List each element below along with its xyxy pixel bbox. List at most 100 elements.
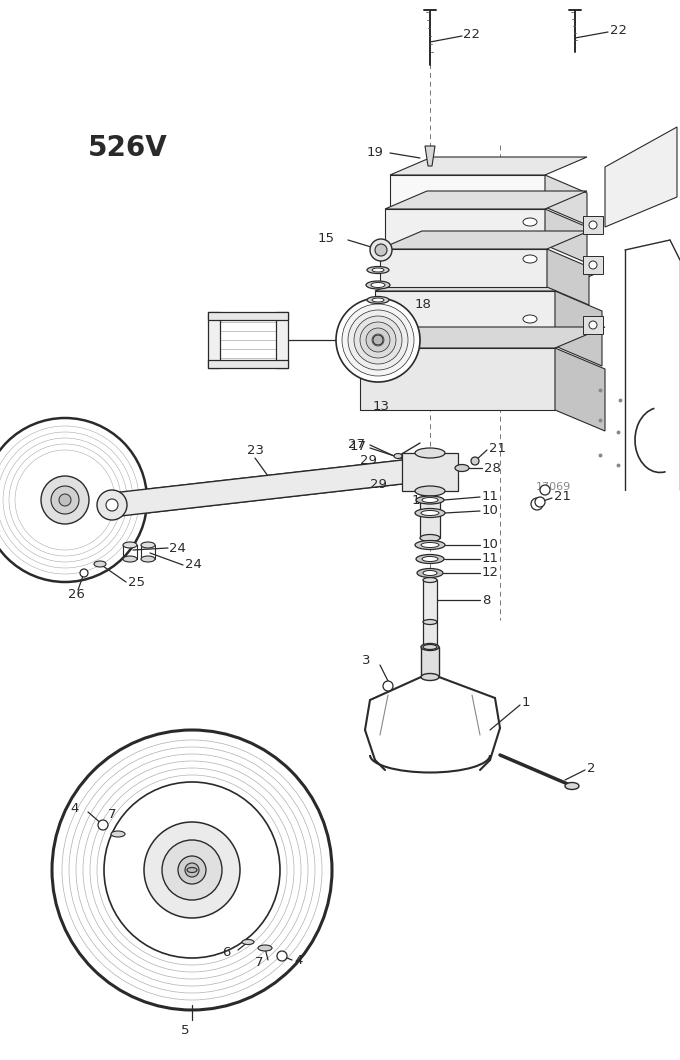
Circle shape — [104, 782, 280, 958]
Text: 10: 10 — [482, 505, 499, 517]
Polygon shape — [425, 146, 435, 166]
Text: 29: 29 — [370, 478, 387, 492]
Ellipse shape — [417, 568, 443, 578]
Ellipse shape — [523, 255, 537, 263]
Circle shape — [106, 499, 118, 511]
Ellipse shape — [258, 946, 272, 951]
Circle shape — [185, 863, 199, 877]
Text: 6: 6 — [222, 946, 231, 958]
Circle shape — [540, 485, 550, 495]
Circle shape — [0, 418, 147, 582]
Text: 17: 17 — [412, 494, 429, 507]
Polygon shape — [545, 209, 587, 263]
Ellipse shape — [523, 315, 537, 323]
Polygon shape — [390, 157, 587, 175]
Text: 27: 27 — [348, 438, 365, 450]
Text: 17: 17 — [350, 441, 367, 454]
Polygon shape — [380, 249, 547, 287]
Ellipse shape — [423, 644, 437, 650]
Text: 7: 7 — [108, 809, 116, 822]
Circle shape — [589, 220, 597, 229]
Polygon shape — [375, 271, 602, 292]
Circle shape — [372, 334, 384, 346]
Bar — [402, 453, 458, 491]
Circle shape — [535, 497, 545, 507]
Text: 7: 7 — [255, 956, 264, 970]
Ellipse shape — [123, 542, 137, 548]
Text: 15: 15 — [318, 231, 335, 245]
Text: 25: 25 — [128, 576, 145, 588]
Ellipse shape — [423, 578, 437, 583]
Polygon shape — [380, 231, 589, 249]
Ellipse shape — [394, 454, 402, 459]
Ellipse shape — [422, 497, 438, 502]
Polygon shape — [112, 458, 420, 517]
Circle shape — [375, 244, 387, 257]
Ellipse shape — [372, 268, 384, 272]
Text: 4: 4 — [294, 954, 303, 968]
Circle shape — [98, 820, 108, 830]
Text: 10: 10 — [482, 538, 499, 551]
Circle shape — [80, 569, 88, 577]
Ellipse shape — [141, 542, 155, 548]
Circle shape — [51, 485, 79, 514]
Polygon shape — [555, 292, 602, 366]
Ellipse shape — [367, 266, 389, 273]
Ellipse shape — [94, 561, 106, 567]
Polygon shape — [360, 348, 555, 410]
Text: 12: 12 — [482, 566, 499, 580]
Polygon shape — [385, 191, 587, 209]
Bar — [423, 580, 437, 622]
Ellipse shape — [523, 218, 537, 226]
Ellipse shape — [423, 619, 437, 624]
Ellipse shape — [111, 831, 125, 837]
Circle shape — [589, 321, 597, 329]
Bar — [208, 312, 288, 320]
Text: 3: 3 — [362, 654, 371, 667]
Text: 13: 13 — [373, 400, 390, 412]
Circle shape — [373, 335, 383, 344]
Text: 28: 28 — [484, 461, 501, 475]
Text: 29: 29 — [360, 454, 377, 466]
Polygon shape — [375, 292, 555, 346]
Ellipse shape — [416, 554, 444, 564]
Circle shape — [41, 476, 89, 524]
Ellipse shape — [141, 556, 155, 562]
Polygon shape — [547, 249, 589, 305]
Text: 526V: 526V — [88, 134, 168, 162]
Ellipse shape — [187, 867, 197, 872]
Ellipse shape — [421, 673, 439, 681]
Circle shape — [144, 822, 240, 918]
Text: 1: 1 — [522, 696, 530, 709]
Bar — [421, 647, 439, 677]
Circle shape — [277, 951, 287, 961]
Text: 18: 18 — [415, 299, 432, 312]
Ellipse shape — [421, 511, 439, 515]
Circle shape — [531, 498, 543, 510]
Text: 24: 24 — [169, 542, 186, 554]
Ellipse shape — [415, 509, 445, 517]
Polygon shape — [555, 348, 605, 431]
Text: 22: 22 — [463, 29, 480, 41]
Ellipse shape — [415, 485, 445, 496]
Circle shape — [354, 316, 402, 364]
Text: 21: 21 — [489, 442, 506, 456]
Text: 11: 11 — [482, 491, 499, 504]
Text: 19: 19 — [367, 145, 384, 159]
Bar — [208, 312, 220, 368]
Circle shape — [178, 856, 206, 884]
Text: 4: 4 — [70, 801, 78, 814]
Ellipse shape — [455, 464, 469, 472]
Text: 5: 5 — [181, 1024, 189, 1037]
Text: 21: 21 — [554, 491, 571, 504]
Circle shape — [366, 328, 390, 352]
Circle shape — [97, 490, 127, 520]
Ellipse shape — [421, 543, 439, 548]
Ellipse shape — [421, 643, 439, 651]
Polygon shape — [390, 175, 545, 207]
Text: 26: 26 — [68, 587, 85, 601]
Text: 11: 11 — [482, 552, 499, 565]
Circle shape — [52, 730, 332, 1010]
Ellipse shape — [367, 297, 389, 303]
Ellipse shape — [565, 782, 579, 790]
